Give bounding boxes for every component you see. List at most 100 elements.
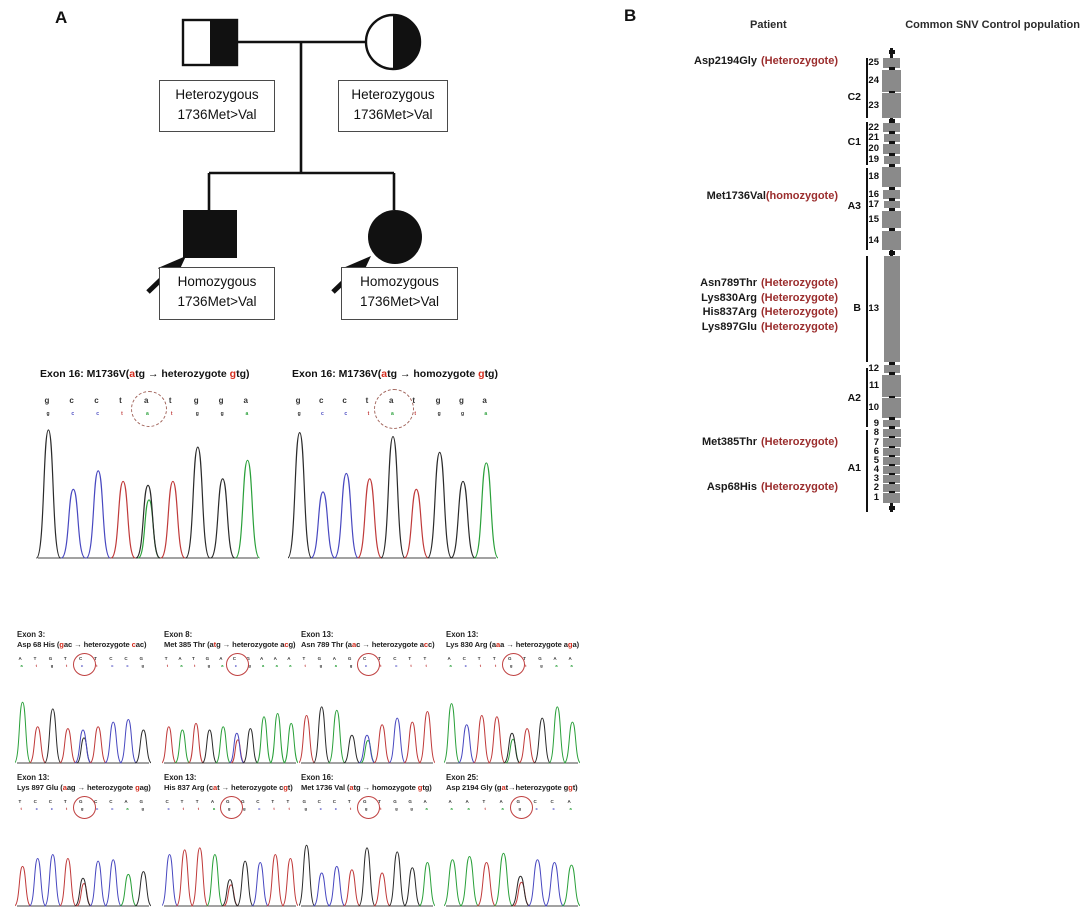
trace-peak: [256, 716, 272, 764]
chromatogram-exon13-lys830arg: Exon 13: Lys 830 Arg (aaa → heterozygote …: [444, 630, 584, 768]
base-call-letter: g: [218, 396, 224, 405]
exon-number-12: 12: [868, 363, 879, 374]
exon-boundary-tick: [888, 435, 895, 440]
trace-peak: [373, 724, 391, 764]
title-text: t→heterozygote g: [505, 783, 569, 792]
mutated-base-letter: a: [129, 368, 136, 380]
trace-peaks: [15, 701, 151, 764]
mutation-label-asn789thr: Asn789Thr (Heterozygote): [700, 277, 838, 289]
trace-peak: [418, 711, 435, 764]
exon-boundary-tick: [888, 131, 895, 135]
exon-number-16: 16: [868, 188, 879, 200]
father-genotype-line1: Heterozygous: [175, 87, 259, 102]
base-call-letter: A: [447, 656, 451, 661]
quality-mark: t: [35, 663, 37, 668]
trace-peak: [228, 732, 245, 764]
daughter-genotype-line1: Homozygous: [360, 274, 439, 289]
quality-mark: t: [288, 806, 290, 811]
trace-peak: [281, 857, 298, 907]
quality-mark: g: [461, 411, 465, 417]
exon-number-13: 13: [868, 303, 879, 314]
trace-peak: [89, 860, 107, 907]
mutation-label-asp68his: Asp68His (Heterozygote): [707, 481, 838, 493]
trace-peak: [15, 701, 32, 764]
base-call-letter: G: [246, 656, 250, 661]
base-call-letter: g: [295, 396, 301, 405]
quality-mark: a: [449, 663, 452, 668]
base-call-letter: T: [63, 799, 67, 804]
quality-mark: a: [484, 411, 488, 417]
mutated-base-letter: c: [131, 640, 136, 649]
domain-label-c1: C1: [847, 136, 861, 148]
trace-peak: [242, 728, 259, 764]
quality-mark: t: [182, 806, 184, 811]
domain-bracket-a3: [866, 168, 868, 250]
quality-mark: t: [20, 806, 22, 811]
quality-mark: g: [207, 663, 211, 668]
trace-peak: [110, 480, 136, 559]
exon-header: Exon 13:: [17, 773, 50, 782]
quality-mark: c: [321, 411, 324, 417]
base-call-letter: T: [192, 656, 195, 661]
domain-bracket-b: [866, 256, 868, 362]
trace-peak: [134, 871, 151, 907]
quality-mark: g: [243, 806, 246, 811]
trace-peak: [403, 488, 429, 559]
mutated-base-letter: g: [135, 783, 140, 792]
base-call-letter: T: [164, 656, 168, 661]
trace-peak: [251, 861, 270, 907]
trace-peak: [28, 857, 47, 907]
chromatogram-exon16-met1736val: Exon 16: Met 1736 Val (atg → homozygote g…: [299, 773, 439, 911]
quality-mark: t: [166, 663, 169, 668]
trace-peak: [85, 470, 111, 559]
quality-mark: c: [50, 806, 53, 811]
trace-peak: [373, 872, 391, 907]
title-text: ag → heterozygote: [66, 783, 136, 792]
quality-mark: g: [220, 411, 224, 417]
mutated-base-letter: a: [351, 640, 357, 649]
trace-peak: [444, 703, 461, 764]
title-text: Asn 789 Thr (a: [301, 640, 352, 649]
base-call-letter: t: [412, 396, 415, 405]
base-call-letter: C: [332, 799, 337, 804]
mutated-base-letter: c: [423, 640, 429, 649]
trace-peak: [104, 721, 123, 764]
exon-number-17: 17: [868, 198, 879, 210]
exon-box-19: [883, 156, 900, 164]
exon-box-4: [883, 466, 900, 474]
trace-peak: [457, 724, 476, 764]
trace-peak: [221, 879, 239, 907]
trace-peak: [15, 865, 32, 907]
trace-peak: [327, 709, 346, 764]
exon-number-22: 22: [868, 121, 879, 133]
exon-box-23: [882, 93, 901, 118]
base-call-letter: C: [94, 799, 98, 804]
exon-boundary-tick: [888, 90, 895, 95]
mutation-name: Asn789Thr: [700, 277, 757, 289]
exon-number-9: 9: [873, 417, 879, 429]
base-call-letter: g: [44, 396, 50, 405]
trace-peak: [175, 849, 194, 907]
trace-peak: [310, 491, 336, 559]
mutation-name: Met1736Val: [706, 190, 766, 202]
base-call-letter: A: [553, 656, 557, 661]
base-call-letter: c: [94, 396, 99, 405]
trace-peaks: [299, 844, 435, 907]
mutated-base-letter: c: [284, 640, 289, 649]
base-call-letter: t: [168, 396, 172, 405]
trace-peak: [36, 429, 62, 559]
base-call-letter: T: [195, 799, 199, 804]
trace-peak: [488, 716, 506, 764]
quality-mark: t: [380, 663, 382, 668]
title-text: t): [287, 783, 293, 792]
base-call-letter: A: [178, 656, 182, 661]
trace-peak: [518, 728, 536, 764]
trace-peak: [403, 867, 422, 907]
title-text: ac): [135, 640, 147, 649]
quality-mark: t: [380, 806, 382, 811]
title-text: g): [288, 640, 296, 649]
quality-mark: t: [194, 663, 196, 668]
trace-peak: [269, 712, 286, 764]
title-text: His 837 Arg (c: [164, 783, 213, 792]
base-call-letter: A: [210, 799, 215, 804]
